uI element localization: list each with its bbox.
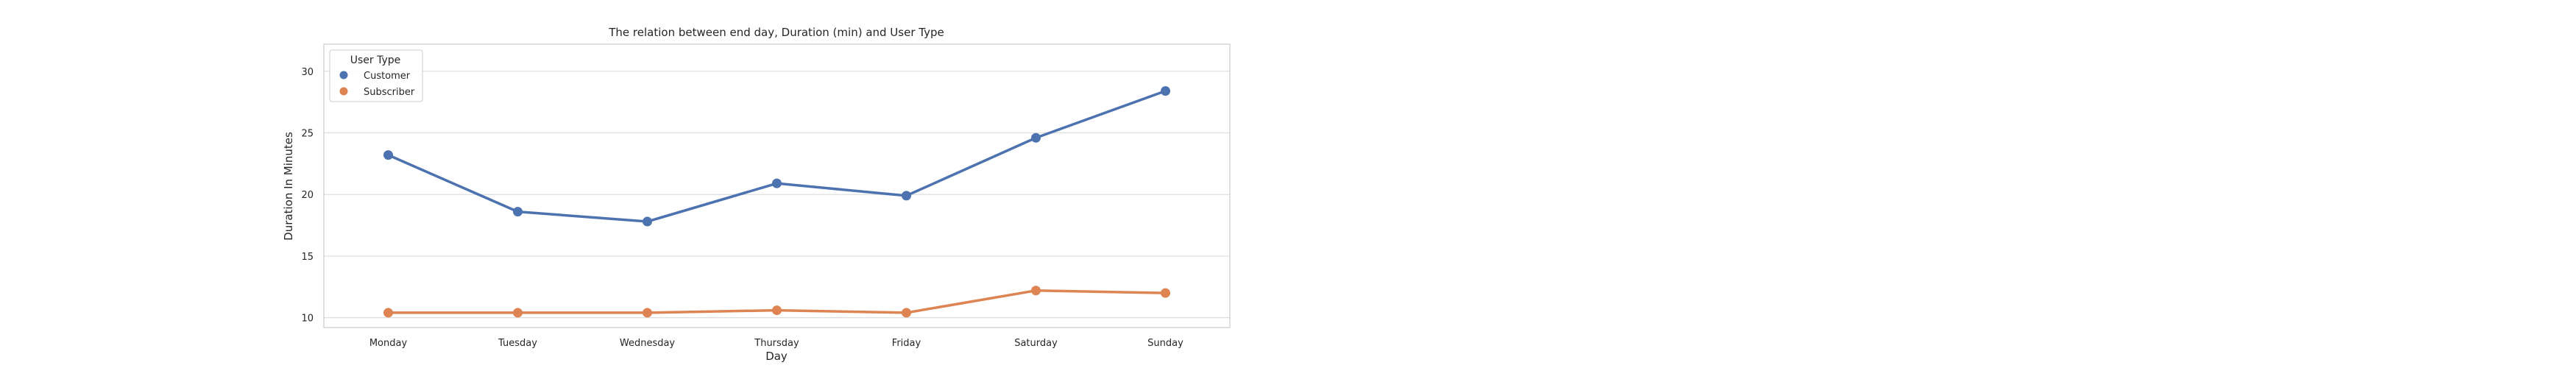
x-tick-label: Monday (369, 338, 408, 349)
y-tick-label: 15 (301, 252, 314, 263)
data-point (1161, 288, 1170, 298)
data-point (902, 308, 911, 318)
data-point (513, 207, 523, 217)
chart-title: The relation between end day, Duration (… (608, 26, 944, 39)
legend-label-customer: Customer (364, 71, 411, 82)
y-tick-label: 10 (301, 314, 314, 325)
legend-marker-subscriber (339, 87, 348, 96)
data-point (383, 308, 393, 318)
x-tick-label: Thursday (754, 338, 799, 349)
x-tick-label: Tuesday (498, 338, 537, 349)
series-subscriber (383, 286, 1170, 318)
y-tick-label: 20 (301, 190, 314, 201)
data-point (772, 305, 782, 316)
legend-marker-customer (339, 71, 348, 79)
legend-label-subscriber: Subscriber (364, 87, 415, 98)
legend: User Type Customer Subscriber (329, 49, 423, 102)
data-point (383, 150, 393, 160)
y-tick-labels: 10 15 20 25 30 (301, 67, 314, 325)
data-point (513, 308, 523, 318)
data-point (1031, 132, 1041, 143)
x-tick-label: Saturday (1014, 338, 1058, 349)
x-tick-label: Friday (892, 338, 921, 349)
data-point (1031, 286, 1041, 296)
data-point (902, 191, 911, 201)
x-tick-labels: Monday Tuesday Wednesday Thursday Friday Satu… (369, 338, 1183, 349)
y-axis-label: Duration In Minutes (282, 132, 295, 241)
legend-title: User Type (350, 54, 401, 66)
x-tick-label: Wednesday (620, 338, 676, 349)
x-tick-label: Sunday (1147, 338, 1183, 349)
plot-frame (323, 43, 1231, 328)
data-point (643, 216, 652, 227)
gridlines (324, 71, 1230, 319)
series-customer (383, 86, 1170, 227)
y-tick-label: 30 (301, 67, 314, 78)
data-point (643, 308, 652, 318)
y-tick-label: 25 (301, 129, 314, 140)
data-point (772, 178, 782, 188)
series-lines (383, 86, 1170, 318)
x-axis-label: Day (765, 350, 788, 363)
legend-box (329, 49, 423, 102)
data-point (1161, 86, 1170, 96)
